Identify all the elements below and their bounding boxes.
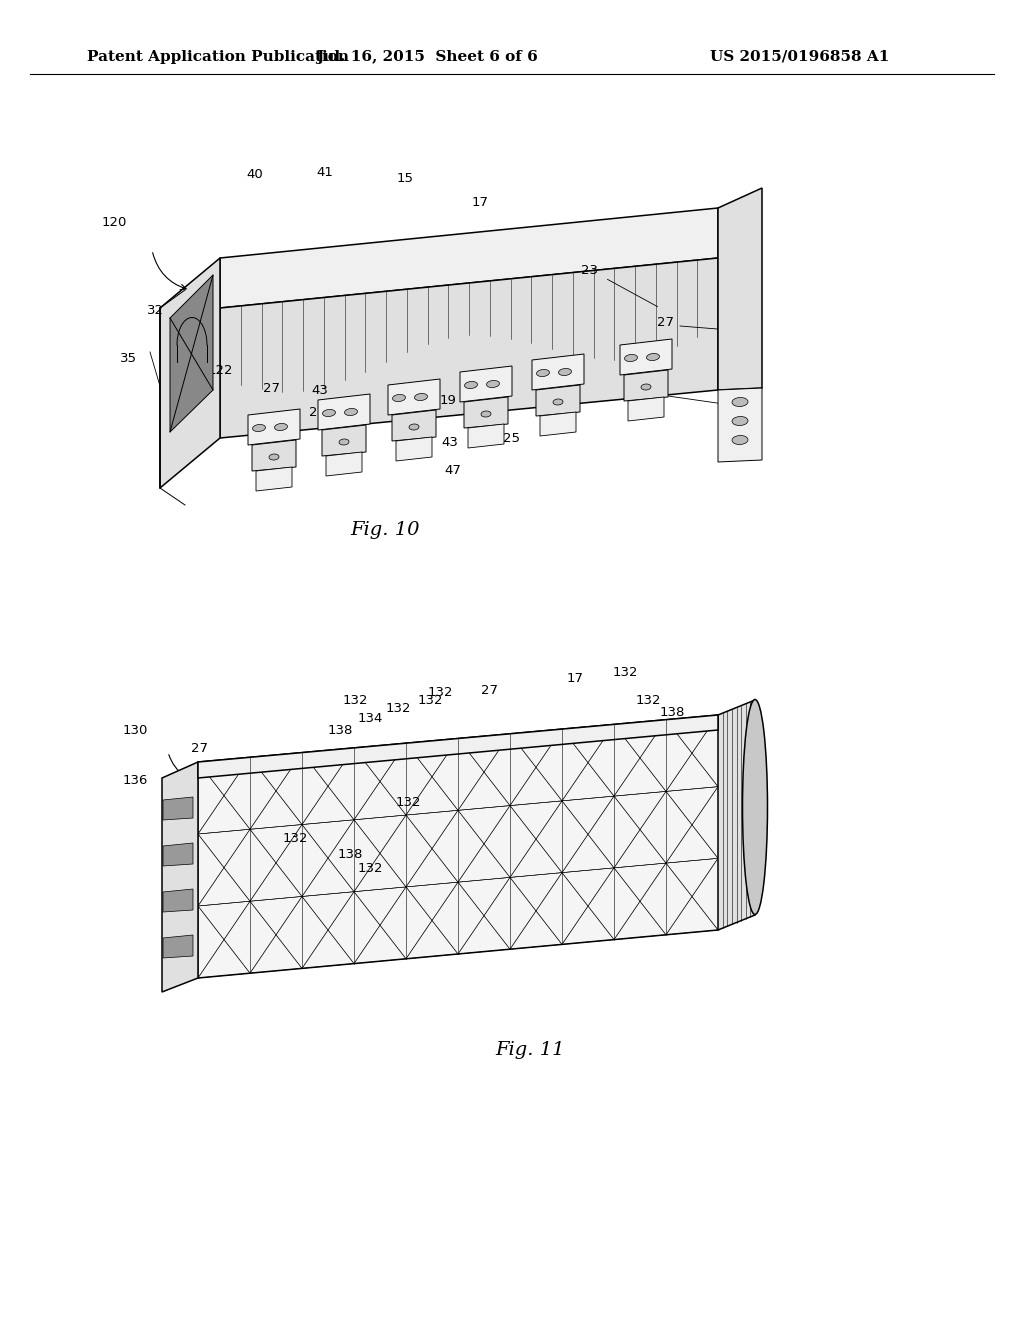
Text: 15: 15	[396, 172, 414, 185]
Polygon shape	[628, 397, 664, 421]
Text: 47: 47	[444, 463, 462, 477]
Text: 130: 130	[123, 723, 148, 737]
Polygon shape	[718, 700, 755, 931]
Ellipse shape	[415, 393, 427, 400]
Text: 43: 43	[311, 384, 329, 396]
Ellipse shape	[339, 440, 349, 445]
Polygon shape	[396, 437, 432, 461]
Ellipse shape	[732, 436, 748, 445]
Polygon shape	[198, 715, 718, 978]
Polygon shape	[718, 187, 762, 389]
Ellipse shape	[558, 368, 571, 376]
Polygon shape	[468, 424, 504, 447]
Text: Patent Application Publication: Patent Application Publication	[87, 50, 349, 63]
Text: 27: 27	[309, 405, 327, 418]
Ellipse shape	[392, 395, 406, 401]
Polygon shape	[326, 451, 362, 477]
Polygon shape	[392, 411, 436, 441]
Polygon shape	[464, 397, 508, 428]
Ellipse shape	[553, 399, 563, 405]
Text: 132: 132	[342, 693, 368, 706]
Polygon shape	[536, 385, 580, 416]
Ellipse shape	[732, 417, 748, 425]
Polygon shape	[540, 412, 575, 436]
Polygon shape	[252, 440, 296, 471]
Ellipse shape	[323, 409, 336, 417]
Text: 120: 120	[101, 215, 127, 228]
Text: 138: 138	[659, 705, 685, 718]
Polygon shape	[220, 209, 718, 308]
Polygon shape	[620, 339, 672, 375]
Text: 40: 40	[247, 169, 263, 181]
Text: 43: 43	[401, 399, 419, 412]
Ellipse shape	[742, 700, 768, 915]
Ellipse shape	[646, 354, 659, 360]
Polygon shape	[163, 843, 193, 866]
Ellipse shape	[269, 454, 279, 459]
Text: 138: 138	[328, 723, 352, 737]
Text: Fig. 11: Fig. 11	[496, 1041, 565, 1059]
Polygon shape	[718, 388, 762, 462]
Ellipse shape	[481, 411, 490, 417]
Ellipse shape	[486, 380, 500, 388]
Text: 25: 25	[504, 432, 520, 445]
Ellipse shape	[625, 355, 638, 362]
Text: 132: 132	[635, 693, 660, 706]
Polygon shape	[163, 935, 193, 958]
Polygon shape	[532, 354, 584, 389]
Ellipse shape	[537, 370, 550, 376]
Text: 122: 122	[207, 363, 232, 376]
Text: 27: 27	[656, 315, 674, 329]
Text: 27: 27	[263, 381, 281, 395]
Text: Fig. 10: Fig. 10	[350, 521, 420, 539]
Text: 132: 132	[395, 796, 421, 808]
Text: 32: 32	[146, 304, 164, 317]
Polygon shape	[460, 366, 512, 403]
Polygon shape	[163, 888, 193, 912]
Polygon shape	[388, 379, 440, 414]
Text: 132: 132	[417, 693, 442, 706]
Text: 132: 132	[587, 729, 612, 742]
Polygon shape	[162, 762, 198, 993]
Text: 27: 27	[481, 684, 499, 697]
Text: 132: 132	[283, 832, 308, 845]
Text: 17: 17	[566, 672, 584, 685]
Text: 23: 23	[582, 264, 598, 276]
Text: 136: 136	[123, 774, 148, 787]
Polygon shape	[198, 715, 718, 777]
Ellipse shape	[465, 381, 477, 388]
Text: 17: 17	[471, 195, 488, 209]
Polygon shape	[163, 797, 193, 820]
Text: 47: 47	[637, 385, 653, 399]
Text: US 2015/0196858 A1: US 2015/0196858 A1	[711, 50, 890, 63]
Ellipse shape	[253, 425, 265, 432]
Polygon shape	[160, 257, 220, 488]
Text: 27: 27	[191, 742, 209, 755]
Polygon shape	[318, 393, 370, 430]
Text: 138: 138	[337, 849, 362, 862]
Text: 43: 43	[441, 437, 459, 450]
Polygon shape	[220, 257, 718, 438]
Polygon shape	[322, 425, 366, 455]
Ellipse shape	[274, 424, 288, 430]
Polygon shape	[248, 409, 300, 445]
Ellipse shape	[409, 424, 419, 430]
Ellipse shape	[641, 384, 651, 389]
Text: 132: 132	[385, 701, 411, 714]
Text: 132: 132	[427, 685, 453, 698]
Text: 35: 35	[120, 351, 136, 364]
Text: 41: 41	[316, 165, 334, 178]
Text: Jul. 16, 2015  Sheet 6 of 6: Jul. 16, 2015 Sheet 6 of 6	[316, 50, 538, 63]
Polygon shape	[170, 275, 213, 432]
Polygon shape	[624, 370, 668, 401]
Ellipse shape	[732, 397, 748, 407]
Text: 132: 132	[612, 665, 638, 678]
Polygon shape	[256, 467, 292, 491]
Text: 132: 132	[357, 862, 383, 874]
Text: 134: 134	[357, 711, 383, 725]
Ellipse shape	[344, 408, 357, 416]
Text: 19: 19	[439, 393, 457, 407]
Text: 47: 47	[280, 424, 296, 437]
